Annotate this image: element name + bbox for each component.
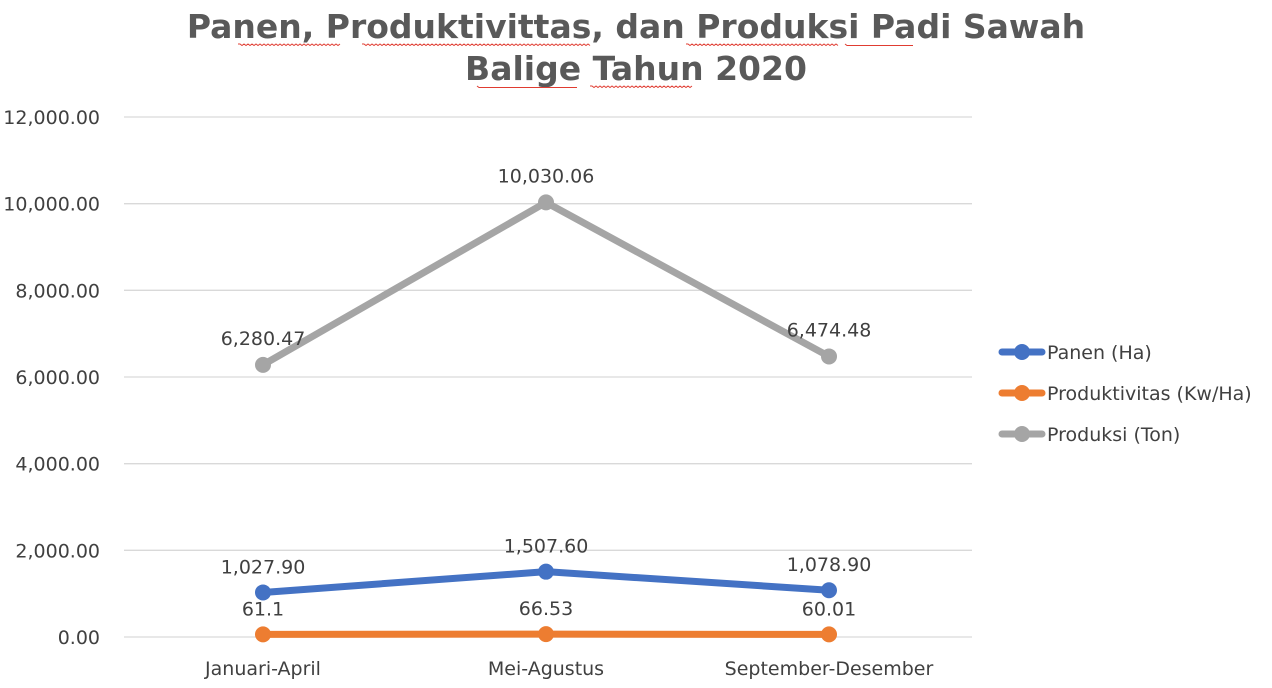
data-point [538, 194, 554, 211]
data-point [255, 626, 271, 643]
spellcheck-underline [844, 43, 913, 46]
legend-label: Produktivitas (Kw/Ha) [1047, 383, 1252, 405]
data-label: 61.1 [242, 598, 284, 620]
spellcheck-underline [590, 85, 693, 89]
legend-label: Produksi (Ton) [1047, 424, 1180, 446]
spellcheck-underline [686, 43, 839, 47]
data-label: 6,280.47 [221, 328, 306, 350]
x-tick-label: September-Desember [725, 658, 934, 680]
series-line [259, 198, 833, 369]
data-point [255, 584, 271, 601]
chart-title-line: Balige Tahun 2020 [465, 49, 807, 88]
x-tick-label: Januari-April [204, 658, 321, 680]
data-point [821, 626, 837, 643]
data-label: 1,078.90 [787, 554, 872, 576]
y-tick-label: 12,000.00 [3, 107, 100, 129]
y-tick-label: 6,000.00 [15, 367, 100, 389]
data-point [538, 626, 554, 643]
data-label: 60.01 [802, 598, 856, 620]
legend-label: Panen (Ha) [1047, 342, 1152, 364]
data-point [538, 563, 554, 580]
legend-marker [1014, 344, 1030, 360]
y-tick-label: 2,000.00 [15, 540, 100, 562]
data-point [821, 348, 837, 365]
x-tick-label: Mei-Agustus [488, 658, 604, 680]
data-label: 10,030.06 [498, 165, 595, 187]
chart-title-line: Panen, Produktivittas, dan Produksi Padi… [187, 7, 1085, 46]
y-tick-label: 8,000.00 [15, 280, 100, 302]
y-tick-label: 0.00 [58, 627, 100, 649]
legend-marker [1014, 426, 1030, 442]
data-label: 1,027.90 [221, 556, 306, 578]
data-point [255, 356, 271, 373]
spellcheck-underline [238, 43, 341, 47]
y-tick-label: 4,000.00 [15, 454, 100, 476]
data-point [821, 582, 837, 599]
spellcheck-underline [362, 43, 591, 47]
spellcheck-underline [476, 85, 577, 88]
data-label: 6,474.48 [787, 319, 872, 341]
legend-marker [1014, 385, 1030, 401]
data-label: 66.53 [519, 598, 573, 620]
data-label: 1,507.60 [504, 536, 589, 558]
y-tick-label: 10,000.00 [3, 194, 100, 216]
